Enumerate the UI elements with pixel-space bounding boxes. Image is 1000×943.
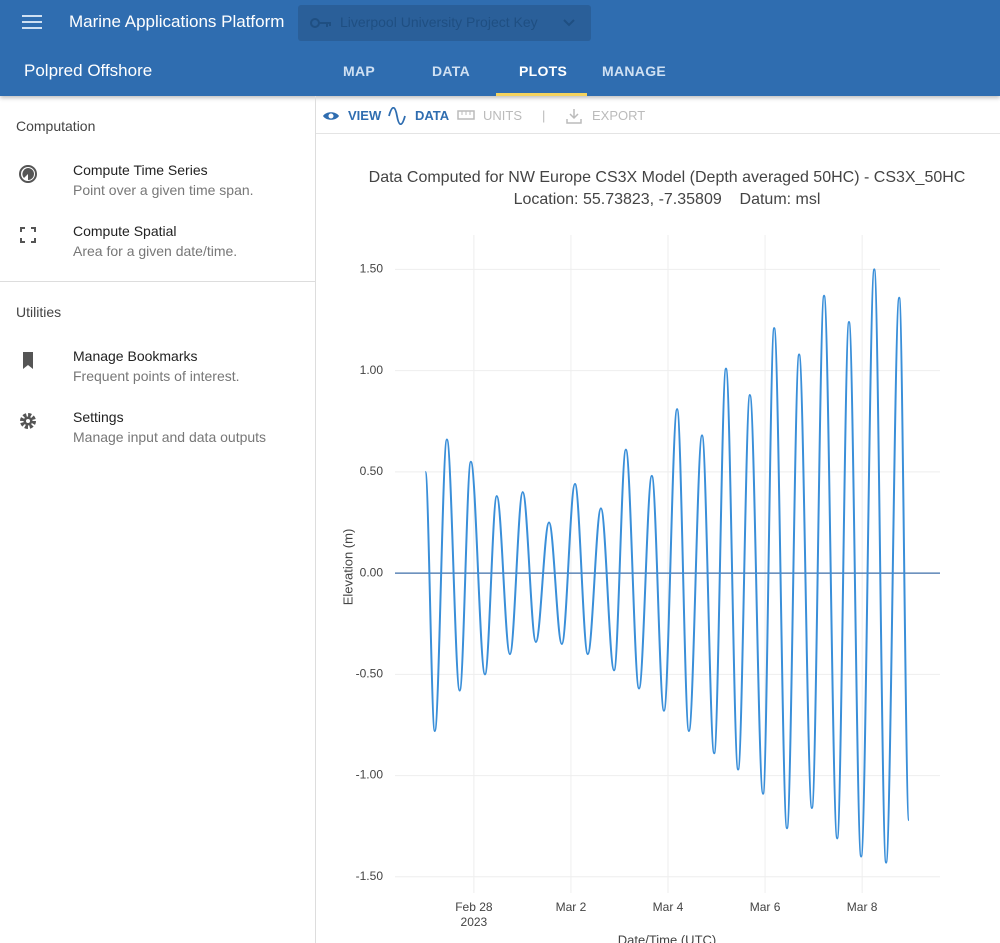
nav-tab[interactable]: MANAGE — [602, 63, 667, 79]
export-icon — [566, 109, 582, 124]
menu-item-title[interactable]: Compute Spatial — [73, 223, 177, 239]
y-tick-label: 0.50 — [360, 464, 384, 478]
menu-item-subtitle: Point over a given time span. — [73, 182, 254, 198]
toolbar-button[interactable]: VIEW — [348, 108, 382, 123]
menu-item-icon — [20, 413, 36, 429]
menu-item-subtitle: Frequent points of interest. — [73, 368, 240, 384]
data-line — [424, 268, 910, 864]
menu-item-icon — [20, 227, 36, 243]
toolbar-button[interactable]: DATA — [415, 108, 450, 123]
view-icon — [323, 112, 339, 120]
menu-item-title[interactable]: Manage Bookmarks — [73, 348, 198, 364]
x-tick-label: Mar 4 — [653, 900, 684, 914]
project-key-select[interactable] — [298, 5, 591, 41]
menu-item-title[interactable]: Settings — [73, 409, 124, 425]
toolbar — [316, 96, 1000, 134]
units-icon — [457, 110, 475, 120]
toolbar-button[interactable]: UNITS — [483, 108, 522, 123]
divider — [0, 281, 315, 282]
chart: Data Computed for NW Europe CS3X Model (… — [340, 169, 966, 943]
x-tick-label: Mar 8 — [847, 900, 878, 914]
y-tick-label: -1.00 — [356, 768, 384, 782]
menu-item-subtitle: Manage input and data outputs — [73, 429, 267, 445]
chevron-icon — [563, 19, 575, 27]
x-tick-label: Mar 6 — [750, 900, 781, 914]
data-icon — [388, 107, 406, 125]
app-bar: Marine Applications Platform Liverpool U… — [0, 0, 1000, 96]
nav-tab[interactable]: MAP — [343, 63, 376, 79]
x-tick-label: Mar 2 — [556, 900, 587, 914]
product-name: Polpred Offshore — [24, 61, 153, 80]
nav-tab[interactable]: DATA — [432, 63, 471, 79]
menu-item-icon — [23, 352, 33, 369]
menu-item-title[interactable]: Compute Time Series — [73, 162, 208, 178]
y-tick-label: 1.50 — [360, 262, 384, 276]
menu-item-icon — [19, 165, 37, 183]
nav-tab[interactable]: PLOTS — [519, 63, 568, 79]
menu-icon[interactable] — [22, 14, 42, 30]
y-tick-label: -1.50 — [356, 869, 384, 883]
menu-item-subtitle: Area for a given date/time. — [73, 243, 238, 259]
x-axis-title: Date/Time (UTC) — [618, 932, 716, 943]
y-tick-label: 0.00 — [360, 565, 384, 579]
separator: | — [542, 108, 546, 123]
y-tick-label: -0.50 — [356, 667, 384, 681]
toolbar-button[interactable]: EXPORT — [592, 108, 646, 123]
active-tab-indicator — [496, 93, 587, 96]
x-tick-label: Feb 28 2023 — [455, 900, 493, 929]
app-title: Marine Applications Platform — [69, 12, 285, 31]
section-heading: Utilities — [16, 304, 62, 320]
key-icon — [310, 18, 331, 28]
y-tick-label: 1.00 — [360, 363, 384, 377]
chart-subtitle: Location: 55.73823, -7.35809 Datum: msl — [514, 191, 821, 208]
section-heading: Computation — [16, 118, 96, 134]
sidebar — [0, 96, 316, 943]
chart-title: Data Computed for NW Europe CS3X Model (… — [369, 169, 966, 186]
y-axis-title: Elevation (m) — [340, 529, 355, 606]
project-key: Liverpool University Project Key — [340, 14, 538, 30]
